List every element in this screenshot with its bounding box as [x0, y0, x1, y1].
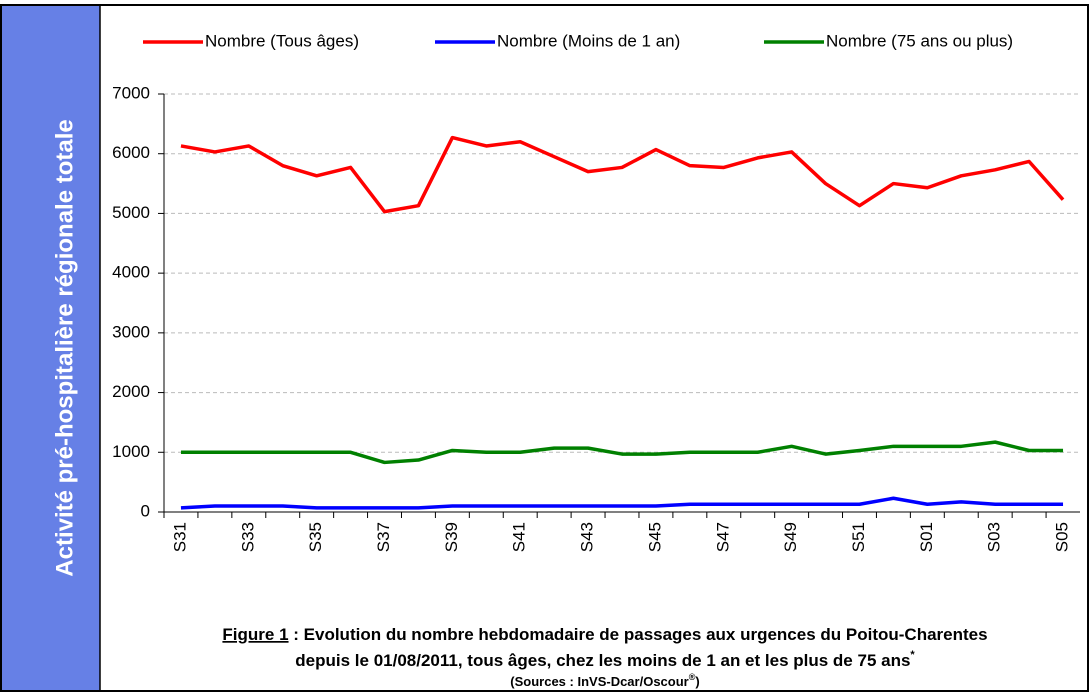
x-tick-label: S41	[510, 522, 529, 552]
x-tick-label: S47	[713, 522, 732, 552]
x-tick-label: S31	[170, 522, 189, 552]
sources-text: (Sources : InVS-Dcar/Oscour	[510, 674, 688, 689]
x-tick-label: S51	[849, 522, 868, 552]
y-tick-label: 4000	[112, 263, 150, 282]
caption-line1: Figure 1 : Evolution du nombre hebdomada…	[222, 625, 987, 644]
y-tick-label: 0	[141, 501, 150, 520]
legend-label: Nombre (75 ans ou plus)	[826, 31, 1013, 50]
x-tick-label: S01	[917, 522, 936, 552]
x-tick-label: S03	[985, 522, 1004, 552]
x-tick-label: S45	[645, 522, 664, 552]
series-line	[180, 440, 1064, 465]
x-tick-label: S05	[1053, 522, 1072, 552]
x-tick-label: S43	[578, 522, 597, 552]
x-tick-label: S33	[238, 522, 257, 552]
legend-label: Nombre (Tous âges)	[205, 31, 359, 50]
caption-text: depuis le 01/08/2011, tous âges, chez le…	[295, 651, 910, 670]
y-tick-label: 3000	[112, 322, 150, 341]
x-tick-label: S39	[442, 522, 461, 552]
sources-close: )	[695, 674, 699, 689]
x-tick-label: S49	[781, 522, 800, 552]
legend-label: Nombre (Moins de 1 an)	[497, 31, 680, 50]
x-tick-label: S35	[306, 522, 325, 552]
y-tick-label: 7000	[112, 83, 150, 102]
x-tick-label: S37	[374, 522, 393, 552]
sidebar	[2, 6, 100, 690]
caption-mark: *	[910, 649, 915, 661]
caption-sources: (Sources : InVS-Dcar/Oscour®)	[510, 672, 699, 689]
y-tick-label: 5000	[112, 203, 150, 222]
sidebar-title: Activité pré-hospitalière régionale tota…	[51, 119, 78, 576]
y-tick-label: 6000	[112, 143, 150, 162]
frame	[0, 4, 1089, 692]
series-line	[180, 496, 1064, 510]
caption-line2: depuis le 01/08/2011, tous âges, chez le…	[295, 649, 915, 671]
y-tick-label: 2000	[112, 382, 150, 401]
sources-mark: ®	[689, 672, 696, 682]
caption-label: Figure 1	[222, 625, 288, 644]
caption-text: : Evolution du nombre hebdomadaire de pa…	[289, 625, 988, 644]
series-line	[180, 135, 1065, 214]
y-tick-label: 1000	[112, 442, 150, 461]
